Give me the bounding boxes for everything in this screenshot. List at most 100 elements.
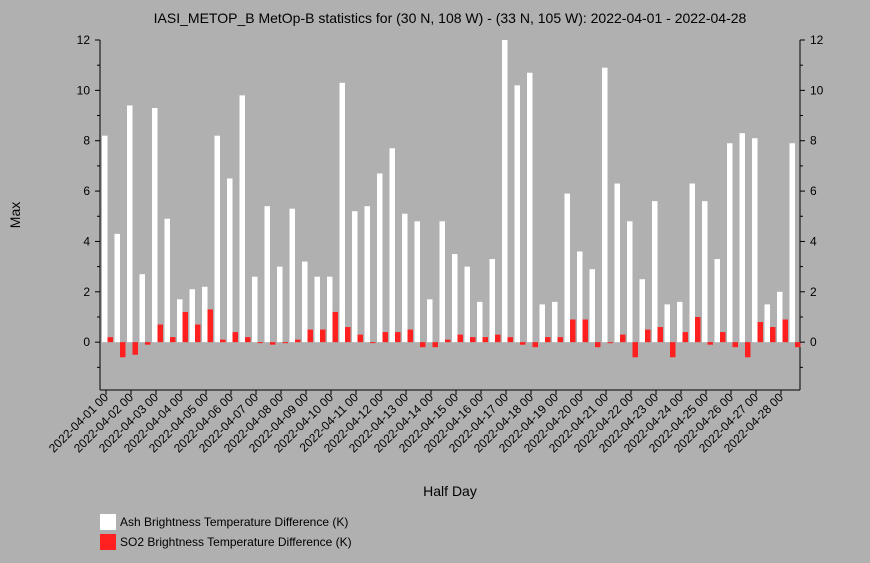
ash-bar — [139, 274, 145, 343]
so2-bar — [345, 327, 351, 343]
ash-bar — [389, 148, 395, 343]
so2-bar — [420, 342, 426, 348]
so2-bar — [120, 342, 126, 358]
so2-bar — [770, 327, 776, 343]
so2-bar — [107, 337, 113, 343]
ash-bar — [789, 143, 795, 343]
so2-bar — [332, 311, 338, 343]
so2-bar — [482, 337, 488, 343]
ash-bar — [689, 183, 695, 343]
ash-bar — [752, 138, 758, 343]
ash-bar — [227, 178, 233, 343]
ash-bar — [327, 276, 333, 343]
so2-bar — [582, 319, 588, 343]
axes — [99, 40, 801, 391]
y-axis-label: Max — [7, 202, 23, 228]
bars — [102, 40, 801, 358]
ash-bar — [464, 266, 470, 343]
ash-bar — [614, 183, 620, 343]
chart-title: IASI_METOP_B MetOp-B statistics for (30 … — [154, 10, 747, 26]
ash-bar — [239, 95, 245, 343]
so2-bar — [795, 342, 801, 348]
ash-bar — [639, 279, 645, 343]
so2-bar — [545, 337, 551, 343]
so2-bar — [182, 311, 188, 343]
ash-bar — [102, 135, 108, 343]
so2-bar — [220, 339, 226, 343]
so2-bar — [507, 337, 513, 343]
ash-bar — [739, 133, 745, 343]
legend-label-ash: Ash Brightness Temperature Difference (K… — [120, 515, 349, 529]
ash-bar — [314, 276, 320, 343]
ash-bar — [764, 304, 770, 343]
y-tick-label-left: 2 — [83, 285, 90, 299]
ash-bar — [702, 201, 708, 343]
so2-bar — [470, 337, 476, 343]
so2-bar — [157, 324, 163, 343]
ash-bar — [452, 254, 458, 343]
ash-bar — [477, 301, 483, 343]
y-tick-label-left: 0 — [83, 335, 90, 349]
y-tick-label-right: 6 — [810, 184, 817, 198]
so2-bar — [707, 342, 713, 345]
so2-bar — [432, 342, 438, 348]
so2-bar — [307, 329, 313, 343]
y-tick-label-right: 10 — [810, 83, 824, 97]
so2-bar — [720, 332, 726, 343]
ash-bar — [527, 72, 533, 343]
so2-bar — [532, 342, 538, 348]
ash-bar — [177, 299, 183, 343]
ash-bar — [677, 301, 683, 343]
ash-bar — [777, 291, 783, 343]
so2-bar — [457, 334, 463, 343]
ash-bar — [577, 251, 583, 343]
ash-bar — [652, 201, 658, 343]
y-tick-label-right: 12 — [810, 33, 824, 47]
so2-bar — [282, 342, 288, 344]
y-tick-label-right: 0 — [810, 335, 817, 349]
ash-bar — [114, 233, 120, 343]
ash-bar — [427, 299, 433, 343]
ash-bar — [514, 85, 520, 343]
legend-swatch-so2 — [100, 534, 116, 550]
so2-bar — [195, 324, 201, 343]
ash-bar — [264, 206, 270, 343]
ash-bar — [727, 143, 733, 343]
so2-bar — [520, 342, 526, 345]
ash-bar — [602, 67, 608, 343]
so2-bar — [370, 342, 376, 344]
y-tick-label-left: 10 — [77, 83, 91, 97]
legend-item-ash: Ash Brightness Temperature Difference (K… — [100, 512, 352, 532]
y-tick-label-right: 4 — [810, 234, 817, 248]
so2-bar — [170, 337, 176, 343]
ash-bar — [277, 266, 283, 343]
ash-bar — [202, 286, 208, 343]
legend-swatch-ash — [100, 514, 116, 530]
ash-bar — [289, 208, 295, 343]
so2-bar — [682, 332, 688, 343]
so2-bar — [495, 334, 501, 343]
ash-bar — [364, 206, 370, 343]
y-tick-label-left: 4 — [83, 234, 90, 248]
so2-bar — [295, 339, 301, 343]
so2-bar — [695, 316, 701, 343]
so2-bar — [670, 342, 676, 358]
ash-bar — [627, 221, 633, 343]
ash-bar — [664, 304, 670, 343]
so2-bar — [257, 342, 263, 344]
ash-bar — [589, 269, 595, 343]
so2-bar — [645, 329, 651, 343]
so2-bar — [607, 342, 613, 344]
so2-bar — [620, 334, 626, 343]
so2-bar — [270, 342, 276, 345]
so2-bar — [382, 332, 388, 343]
so2-bar — [745, 342, 751, 358]
ash-bar — [127, 105, 133, 343]
so2-bar — [357, 334, 363, 343]
ash-bar — [552, 301, 558, 343]
so2-bar — [320, 329, 326, 343]
ash-bar — [502, 40, 508, 343]
so2-bar — [782, 319, 788, 343]
so2-bar — [207, 309, 213, 343]
